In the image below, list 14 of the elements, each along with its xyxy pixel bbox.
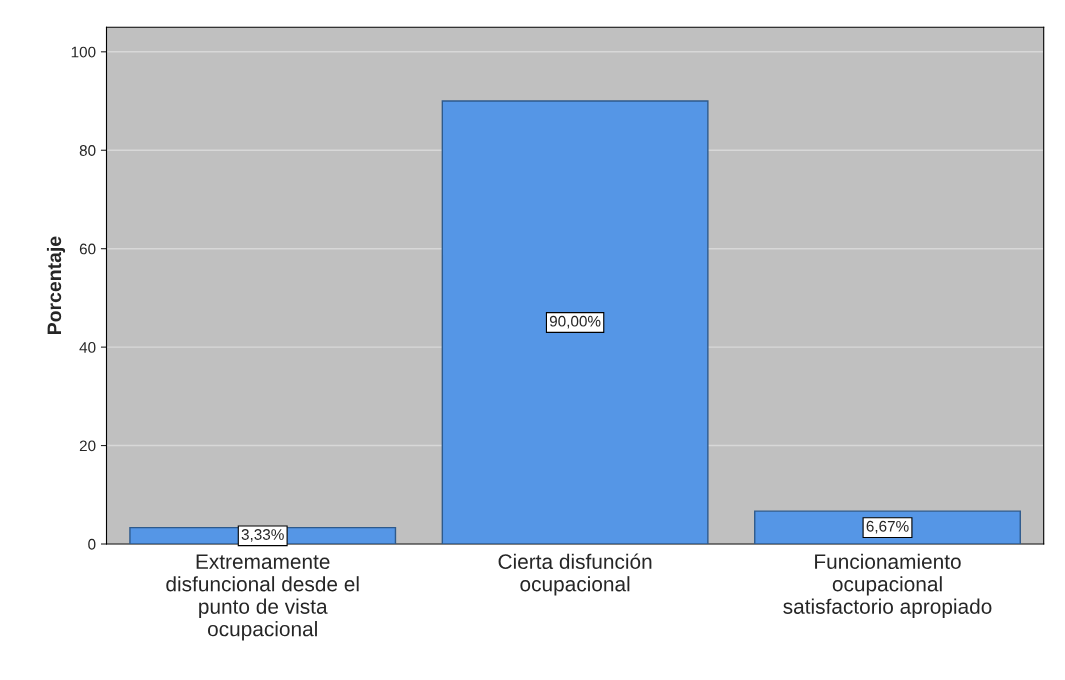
y-tick-label: 100	[71, 46, 96, 58]
x-tick-label: Extremamente disfuncional desde el punto de vista ocupacional	[166, 554, 359, 641]
y-axis-title: Porcentaje	[46, 236, 66, 335]
data-label: 90,00%	[549, 315, 601, 329]
bar	[441, 100, 709, 544]
y-tick-label: 80	[79, 145, 96, 156]
x-tick-label: Funcionamiento ocupacional satisfactorio apropiado	[783, 553, 992, 619]
y-tick-label: 60	[79, 243, 96, 255]
y-tick-label: 40	[79, 341, 96, 353]
data-label: 6,67%	[866, 520, 909, 534]
y-tick-label: 20	[79, 440, 96, 452]
y-tick-label: 0	[88, 538, 96, 550]
x-tick-label: Cierta disfunción ocupacional	[498, 553, 652, 596]
data-label: 3,33%	[241, 529, 284, 542]
